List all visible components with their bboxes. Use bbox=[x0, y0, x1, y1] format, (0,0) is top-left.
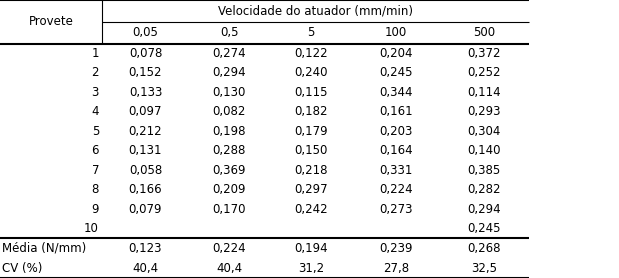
Text: 0,294: 0,294 bbox=[212, 66, 246, 80]
Text: 0,161: 0,161 bbox=[379, 105, 413, 118]
Text: 6: 6 bbox=[92, 144, 99, 157]
Text: 8: 8 bbox=[92, 183, 99, 196]
Text: 0,115: 0,115 bbox=[294, 86, 328, 99]
Text: 0,140: 0,140 bbox=[467, 144, 501, 157]
Text: 0,212: 0,212 bbox=[129, 125, 162, 138]
Text: 0,166: 0,166 bbox=[129, 183, 162, 196]
Text: 0,150: 0,150 bbox=[295, 144, 327, 157]
Text: 0,152: 0,152 bbox=[129, 66, 162, 80]
Text: 0,204: 0,204 bbox=[379, 47, 413, 60]
Text: 0,130: 0,130 bbox=[212, 86, 246, 99]
Text: Velocidade do atuador (mm/min): Velocidade do atuador (mm/min) bbox=[218, 4, 413, 18]
Text: 0,224: 0,224 bbox=[379, 183, 413, 196]
Text: 5: 5 bbox=[308, 26, 314, 39]
Text: 9: 9 bbox=[92, 203, 99, 216]
Text: 0,078: 0,078 bbox=[129, 47, 162, 60]
Text: 0,123: 0,123 bbox=[129, 242, 162, 255]
Text: 0,239: 0,239 bbox=[379, 242, 413, 255]
Text: 4: 4 bbox=[92, 105, 99, 118]
Text: 0,182: 0,182 bbox=[294, 105, 328, 118]
Text: 7: 7 bbox=[92, 164, 99, 177]
Text: 0,203: 0,203 bbox=[379, 125, 413, 138]
Text: 2: 2 bbox=[92, 66, 99, 80]
Text: 3: 3 bbox=[92, 86, 99, 99]
Text: 0,079: 0,079 bbox=[129, 203, 162, 216]
Text: 0,245: 0,245 bbox=[467, 222, 501, 235]
Text: 0,097: 0,097 bbox=[129, 105, 162, 118]
Text: 0,179: 0,179 bbox=[294, 125, 328, 138]
Text: 0,297: 0,297 bbox=[294, 183, 328, 196]
Text: 0,331: 0,331 bbox=[379, 164, 413, 177]
Text: 1: 1 bbox=[92, 47, 99, 60]
Text: 0,224: 0,224 bbox=[212, 242, 246, 255]
Text: 0,209: 0,209 bbox=[212, 183, 246, 196]
Text: 0,131: 0,131 bbox=[129, 144, 162, 157]
Text: 27,8: 27,8 bbox=[383, 262, 409, 275]
Text: 0,252: 0,252 bbox=[467, 66, 501, 80]
Text: 0,164: 0,164 bbox=[379, 144, 413, 157]
Text: 0,293: 0,293 bbox=[467, 105, 501, 118]
Text: 0,170: 0,170 bbox=[212, 203, 246, 216]
Text: 40,4: 40,4 bbox=[132, 262, 158, 275]
Text: CV (%): CV (%) bbox=[2, 262, 43, 275]
Text: Média (N/mm): Média (N/mm) bbox=[2, 242, 87, 255]
Text: 0,198: 0,198 bbox=[212, 125, 246, 138]
Text: 0,344: 0,344 bbox=[379, 86, 413, 99]
Text: Provete: Provete bbox=[28, 15, 74, 28]
Text: 0,218: 0,218 bbox=[294, 164, 328, 177]
Text: 0,082: 0,082 bbox=[212, 105, 246, 118]
Text: 0,194: 0,194 bbox=[294, 242, 328, 255]
Text: 5: 5 bbox=[92, 125, 99, 138]
Text: 0,282: 0,282 bbox=[467, 183, 501, 196]
Text: 0,288: 0,288 bbox=[212, 144, 246, 157]
Text: 0,369: 0,369 bbox=[212, 164, 246, 177]
Text: 31,2: 31,2 bbox=[298, 262, 324, 275]
Text: 0,304: 0,304 bbox=[468, 125, 501, 138]
Text: 40,4: 40,4 bbox=[216, 262, 242, 275]
Text: 500: 500 bbox=[474, 26, 495, 39]
Text: 0,268: 0,268 bbox=[467, 242, 501, 255]
Text: 0,372: 0,372 bbox=[467, 47, 501, 60]
Text: 0,242: 0,242 bbox=[294, 203, 328, 216]
Text: 0,273: 0,273 bbox=[379, 203, 413, 216]
Text: 0,122: 0,122 bbox=[294, 47, 328, 60]
Text: 0,240: 0,240 bbox=[294, 66, 328, 80]
Text: 0,133: 0,133 bbox=[129, 86, 162, 99]
Text: 0,274: 0,274 bbox=[212, 47, 246, 60]
Text: 0,385: 0,385 bbox=[468, 164, 501, 177]
Text: 0,05: 0,05 bbox=[132, 26, 158, 39]
Text: 0,294: 0,294 bbox=[467, 203, 501, 216]
Text: 100: 100 bbox=[385, 26, 407, 39]
Text: 32,5: 32,5 bbox=[471, 262, 498, 275]
Text: 0,5: 0,5 bbox=[220, 26, 238, 39]
Text: 0,058: 0,058 bbox=[129, 164, 162, 177]
Text: 10: 10 bbox=[84, 222, 99, 235]
Text: 0,245: 0,245 bbox=[379, 66, 413, 80]
Text: 0,114: 0,114 bbox=[467, 86, 501, 99]
